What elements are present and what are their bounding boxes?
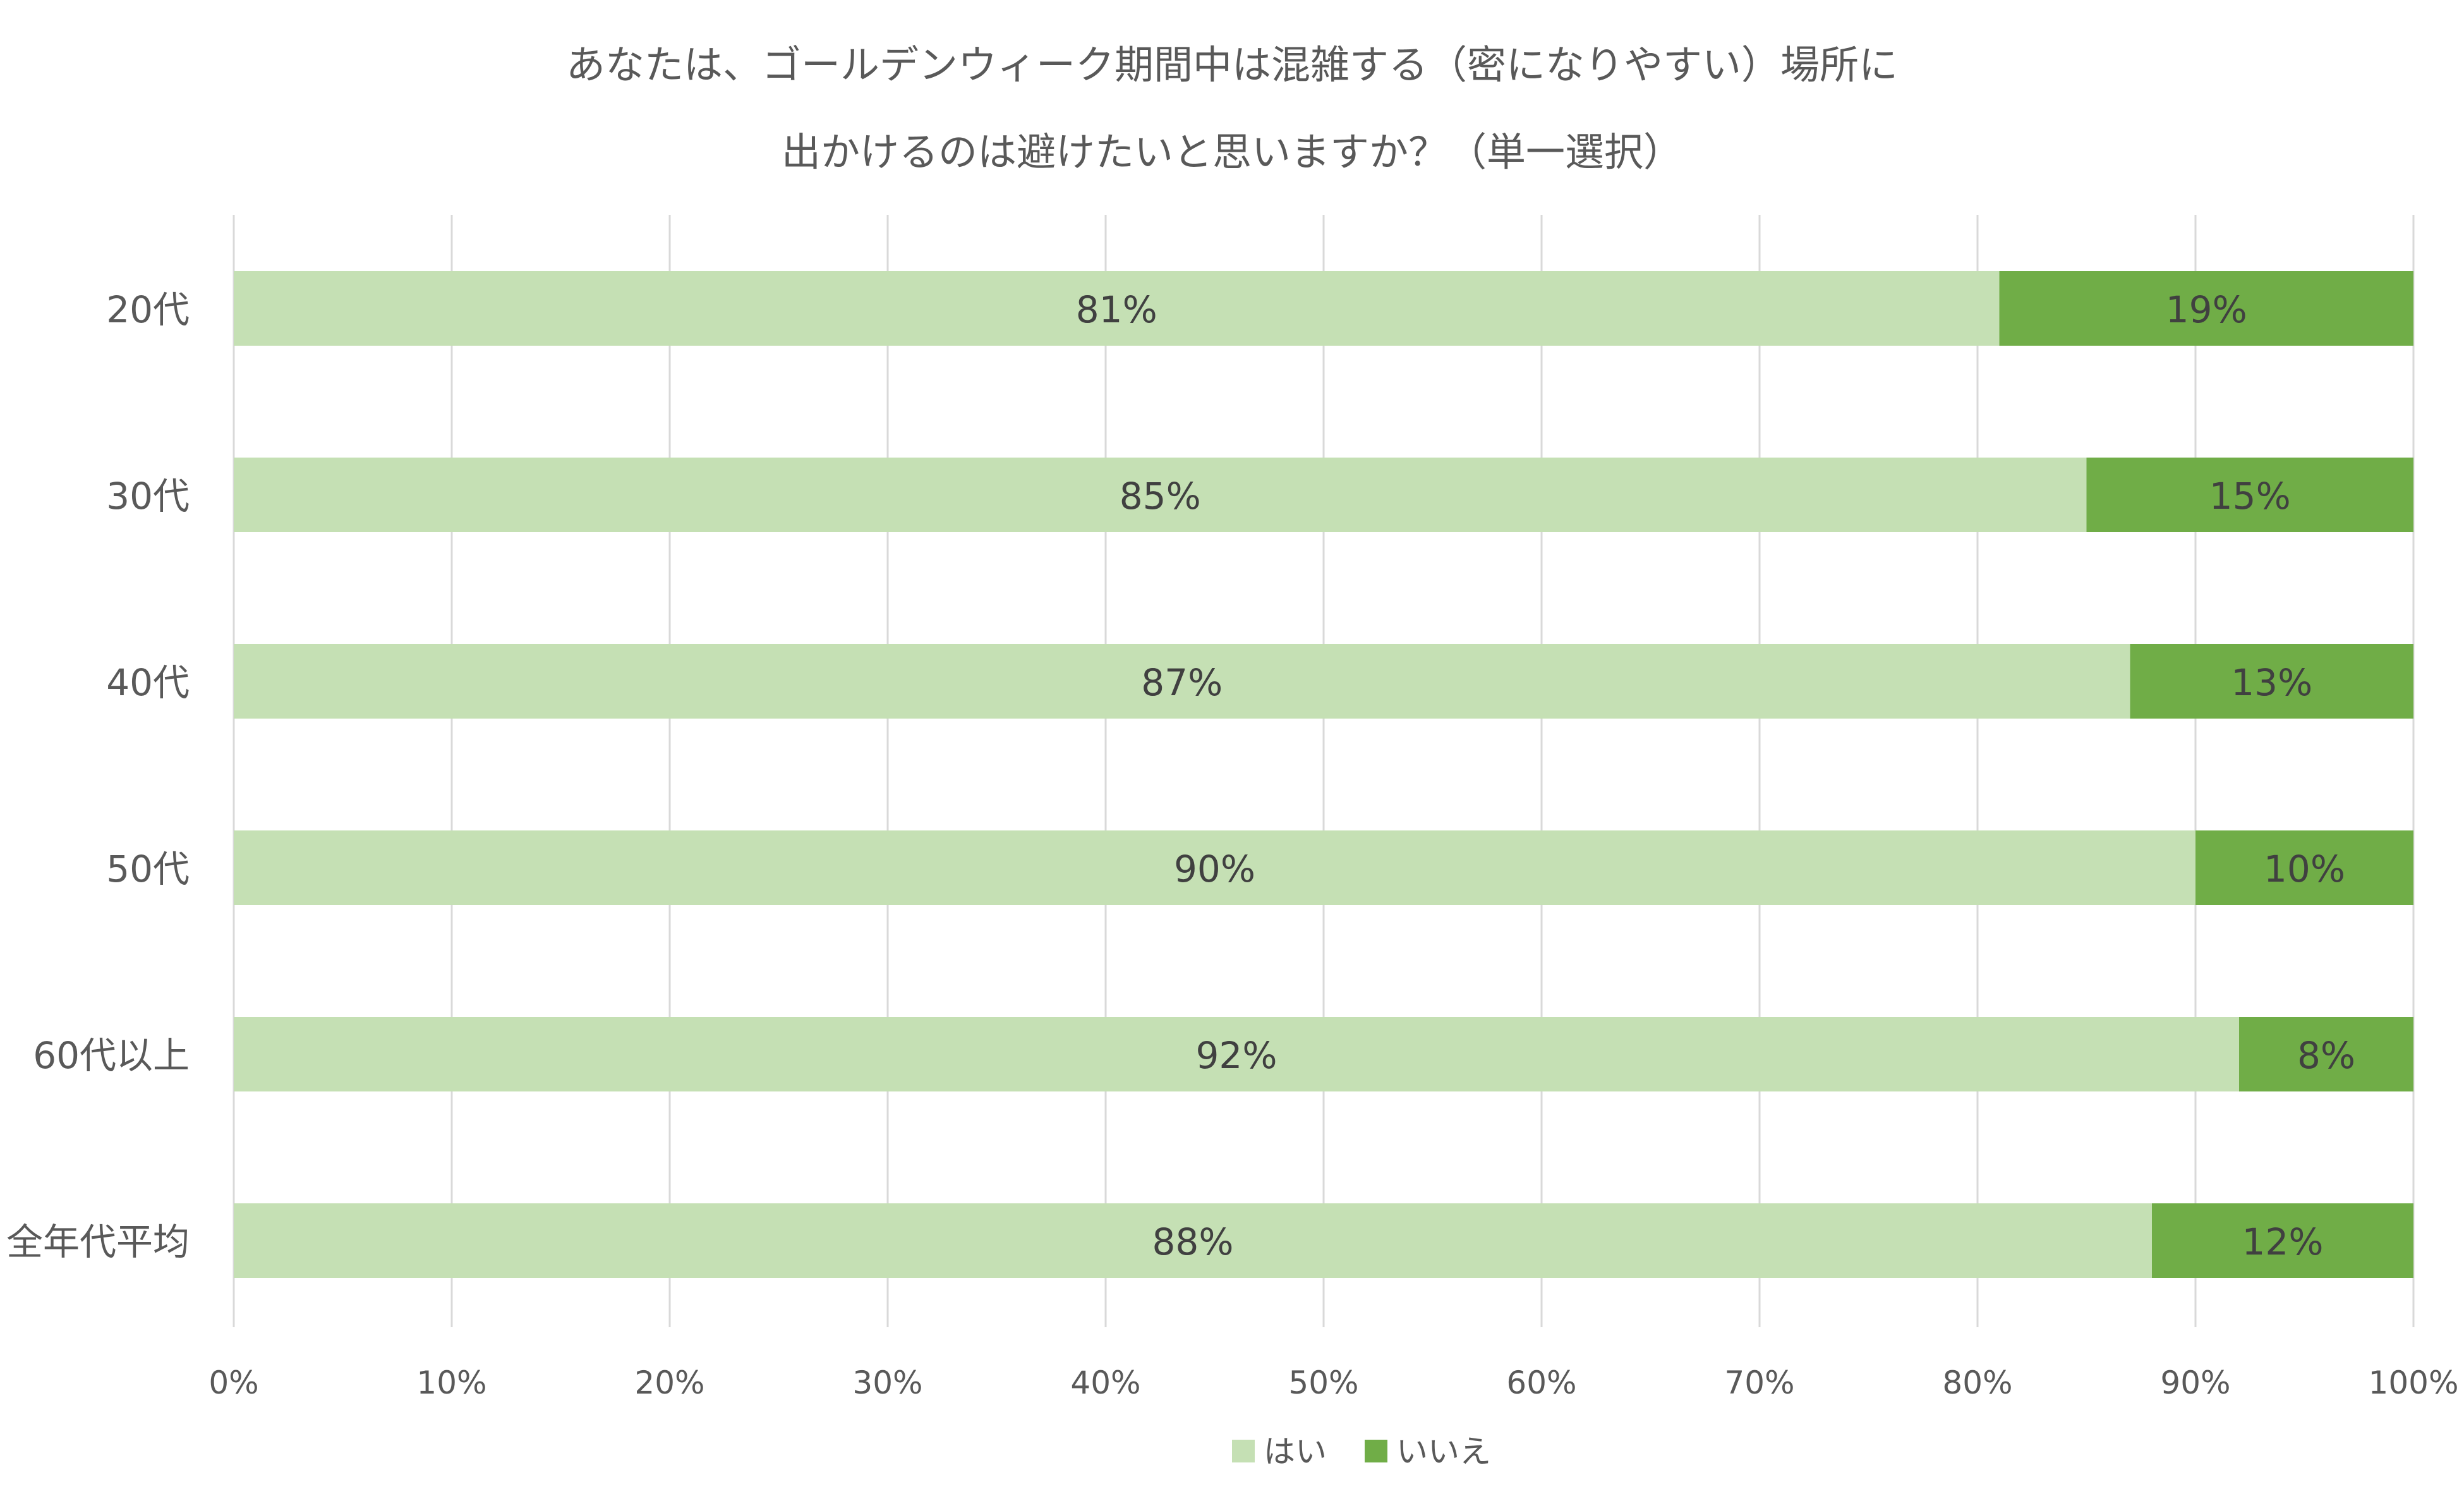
x-tick-label: 30% [852,1364,922,1401]
bar-segment [2130,644,2413,719]
bar-segment [1999,271,2413,346]
chart-title: あなたは、ゴールデンウィーク期間中は混雑する（密になりやすい）場所に [565,42,1898,88]
category-label: 20代 [106,288,190,331]
legend-swatch [1365,1440,1387,1462]
data-label: 12% [2242,1220,2324,1263]
x-tick-label: 60% [1506,1364,1576,1401]
legend-label: はい [1264,1433,1327,1470]
chart-subtitle: 出かけるのは避けたいと思いますか？（単一選択） [781,129,1682,175]
bar-segment [2239,1017,2413,1091]
data-label: 81% [1076,288,1157,331]
bar-segment [2152,1203,2413,1278]
data-label: 13% [2231,661,2312,704]
bar-segment [234,1017,2239,1091]
category-label: 50代 [106,848,190,890]
data-label: 15% [2209,475,2291,518]
data-label: 85% [1120,475,1201,518]
x-tick-label: 40% [1070,1364,1140,1401]
data-label: 90% [1174,848,1255,890]
category-label: 40代 [106,661,190,704]
category-label: 30代 [106,475,190,518]
legend-swatch [1232,1440,1255,1462]
data-label: 88% [1152,1220,1234,1263]
x-tick-label: 100% [2369,1364,2459,1401]
bar-segment [234,458,2087,532]
data-label: 8% [2297,1034,2355,1077]
data-label: 92% [1196,1034,1277,1077]
data-label: 19% [2166,288,2247,331]
bar-segment [234,830,2195,905]
bar-segment [2086,458,2413,532]
legend-label: いいえ [1396,1433,1491,1470]
x-tick-label: 70% [1724,1364,1794,1401]
x-tick-label: 0% [208,1364,258,1401]
x-tick-label: 50% [1288,1364,1358,1401]
x-tick-label: 80% [1942,1364,2012,1401]
bar-segment [234,271,2000,346]
x-tick-label: 90% [2160,1364,2230,1401]
x-tick-label: 20% [634,1364,704,1401]
bar-segment [234,644,2130,719]
category-label: 全年代平均 [6,1220,190,1263]
category-label: 60代以上 [33,1034,190,1077]
bar-segment [234,1203,2152,1278]
data-label: 87% [1141,661,1223,704]
x-tick-label: 10% [416,1364,486,1401]
data-label: 10% [2264,848,2345,890]
bar-segment [2195,830,2413,905]
